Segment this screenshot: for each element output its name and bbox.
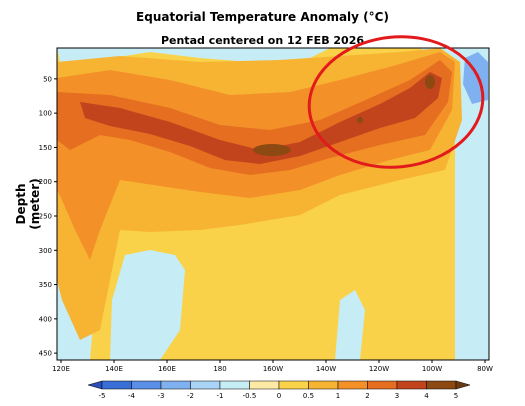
colorbar-swatch	[396, 380, 427, 390]
y-tick-label: 450	[39, 350, 52, 358]
y-tick-label: 250	[39, 213, 52, 221]
x-tick-label: 120W	[369, 365, 389, 373]
colorbar-swatch	[455, 380, 471, 390]
anomaly-core-central	[253, 144, 291, 156]
anomaly-core-small	[357, 117, 363, 123]
plot-area	[57, 48, 489, 360]
x-tick-label: 140W	[316, 365, 336, 373]
colorbar-tick-label: -5	[99, 392, 106, 400]
anomaly-band-3	[57, 60, 452, 175]
colorbar-swatch	[131, 380, 162, 390]
x-tick-label: 160E	[158, 365, 176, 373]
anomaly-band-4	[80, 72, 442, 164]
y-tick-label: 100	[39, 110, 52, 118]
colorbar-swatch	[219, 380, 250, 390]
colorbar-swatch	[249, 380, 280, 390]
y-tick-label: 50	[43, 75, 52, 83]
x-tick-label: 120E	[52, 365, 70, 373]
colorbar-tick-label: -2	[187, 392, 194, 400]
x-tick-label: 160W	[263, 365, 283, 373]
y-tick-label: 300	[39, 247, 52, 255]
colorbar-swatch	[160, 380, 191, 390]
colorbar-tick-label: 4	[424, 392, 429, 400]
x-axis: 120E 140E 160E 180 160W 140W 120W 100W 80W	[52, 360, 493, 373]
colorbar-tick-label: 0	[277, 392, 281, 400]
x-tick-label: 180	[213, 365, 226, 373]
colorbar-swatch	[426, 380, 457, 390]
colorbar-tick-label: 3	[395, 392, 399, 400]
colorbar-swatch	[278, 380, 309, 390]
colorbar-tick-label: -3	[158, 392, 165, 400]
cool-region-deep-east	[335, 290, 365, 360]
colorbar-tick-label: -4	[128, 392, 136, 400]
x-tick-label: 140E	[105, 365, 123, 373]
cool-region-top	[57, 48, 330, 62]
colorbar-tick-label: -1	[217, 392, 224, 400]
chart-title: Equatorial Temperature Anomaly (°C)	[136, 10, 389, 24]
cool-region-central-deep	[110, 250, 185, 360]
colorbar-swatch	[190, 380, 221, 390]
colorbar-swatch	[367, 380, 398, 390]
colorbar-swatch	[87, 380, 103, 390]
colorbar-tick-label: 0.5	[303, 392, 314, 400]
colorbar-swatch	[308, 380, 339, 390]
y-tick-label: 400	[39, 315, 52, 323]
y-axis: 50 100 150 200 250 300 350 400 450	[39, 75, 57, 358]
colorbar-tick-label: -0.5	[243, 392, 257, 400]
annotation-ellipse	[307, 35, 485, 169]
colorbar: -5 -4 -3 -2 -1 -0.5 0 0.5 1 2 3 4 5	[87, 380, 471, 400]
y-tick-label: 350	[39, 281, 52, 289]
anomaly-core-east	[425, 75, 435, 89]
colorbar-tick-label: 5	[454, 392, 458, 400]
colorbar-tick-label: 2	[365, 392, 369, 400]
y-tick-label: 200	[39, 178, 52, 186]
colorbar-tick-label: 1	[336, 392, 340, 400]
chart-subtitle: Pentad centered on 12 FEB 2026	[160, 34, 365, 47]
colorbar-swatch	[337, 380, 368, 390]
colorbar-swatch	[101, 380, 132, 390]
y-tick-label: 150	[39, 144, 52, 152]
x-tick-label: 80W	[477, 365, 493, 373]
x-tick-label: 100W	[422, 365, 442, 373]
